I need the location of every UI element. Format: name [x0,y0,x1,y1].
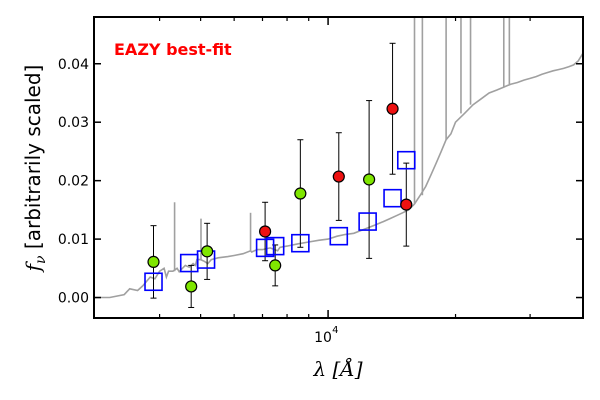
model-flux-square [255,238,275,258]
y-tick-label: 0.00 [58,291,89,307]
observed-flux-point [386,102,399,115]
annotation-eazy-best-fit: EAZY best-fit [114,40,232,59]
observed-flux-point [269,259,282,272]
observed-flux-point [294,187,307,200]
plot-frame [93,16,584,319]
y-tick-label: 0.03 [58,115,89,131]
template-spectrum-layer [94,17,583,299]
x-tick-label-base: 10 [314,330,332,346]
x-axis-label: λ [Å] [312,356,362,381]
model-flux-square [265,236,285,256]
template-spectrum-line [94,52,583,299]
x-tick-label-exponent: 4 [332,325,338,336]
x-tick-label: 10 4 [314,325,338,346]
tick-layer: 0.00 0.01 0.02 0.03 0.04 [58,17,583,318]
observed-flux-point [400,198,413,211]
model-flux-square [144,272,163,292]
observed-flux-point [259,225,272,238]
observed-flux-point [201,245,214,258]
marker-layer [144,102,416,293]
model-flux-square [358,212,377,231]
y-tick-label: 0.01 [58,232,89,248]
model-flux-square [291,233,310,253]
model-flux-square [329,226,349,246]
y-axis-label: fν [arbitrarily scaled] [21,65,49,274]
observed-flux-point [363,173,376,186]
observed-flux-point [185,280,198,293]
model-flux-square [396,150,416,170]
y-tick-label: 0.02 [58,174,89,190]
observed-flux-point [332,170,345,183]
model-flux-square [383,188,402,208]
observed-flux-point [147,255,160,268]
y-tick-label: 0.04 [58,57,89,73]
